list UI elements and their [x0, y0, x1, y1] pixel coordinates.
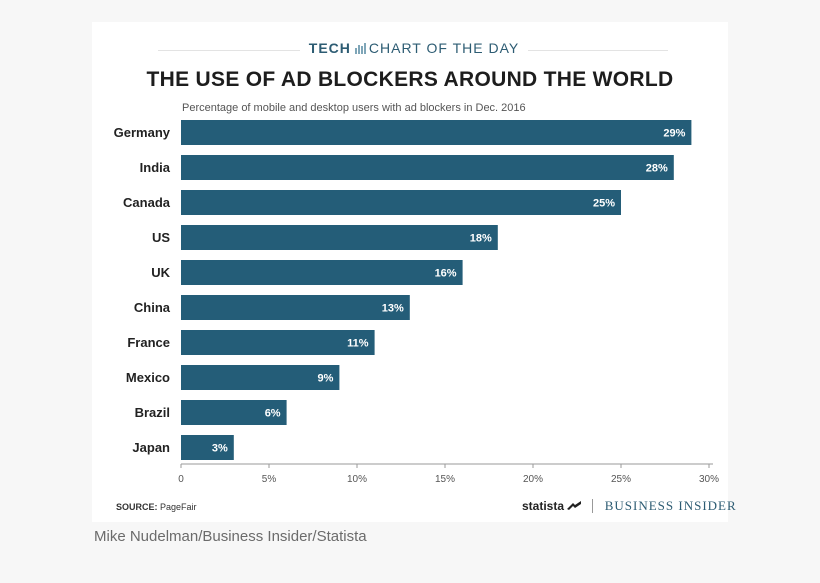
bar — [181, 225, 498, 250]
category-label: Canada — [123, 195, 171, 210]
data-label: 18% — [470, 233, 492, 245]
chart-title: THE USE OF AD BLOCKERS AROUND THE WORLD — [146, 68, 674, 91]
logo-divider — [592, 499, 594, 513]
bar — [181, 435, 234, 460]
data-label: 11% — [347, 338, 369, 350]
chart-card: TECH CHART OF THE DAY THE USE OF AD BLOCK… — [92, 22, 736, 522]
category-label: Brazil — [135, 405, 170, 420]
bar-chart-icon — [354, 41, 366, 54]
x-tick-label: 20% — [523, 474, 543, 485]
bar — [181, 365, 340, 390]
bar — [181, 155, 674, 180]
x-tick-label: 10% — [347, 474, 367, 485]
data-label: 28% — [646, 163, 668, 175]
data-label: 6% — [265, 408, 281, 420]
publisher-logos: statista BUSINESS INSIDER — [522, 498, 737, 514]
x-tick-label: 30% — [699, 474, 719, 485]
header-divider-right — [528, 50, 668, 51]
x-tick-label: 25% — [611, 474, 631, 485]
data-label: 29% — [663, 128, 685, 140]
x-tick-label: 0 — [178, 474, 184, 485]
bar — [181, 330, 375, 355]
chart-subtitle: Percentage of mobile and desktop users w… — [182, 102, 526, 114]
data-label: 16% — [435, 268, 457, 280]
data-label: 3% — [212, 443, 228, 455]
bar — [181, 190, 621, 215]
source-label: SOURCE: — [116, 502, 158, 512]
business-insider-logo: BUSINESS INSIDER — [604, 498, 737, 513]
data-label: 13% — [382, 303, 404, 315]
category-label: China — [134, 300, 171, 315]
chart-header: TECH CHART OF THE DAY — [92, 40, 728, 60]
header-section: TECH — [308, 40, 351, 56]
category-label: Mexico — [126, 370, 170, 385]
image-credit: Mike Nudelman/Business Insider/Statista — [94, 528, 367, 545]
category-label: US — [152, 230, 170, 245]
header-chart-of-the-day: CHART OF THE DAY — [368, 40, 520, 56]
category-label: France — [127, 335, 170, 350]
data-label: 9% — [317, 373, 333, 385]
category-label: Germany — [114, 125, 171, 140]
category-label: Japan — [132, 440, 170, 455]
bar-chart: Germany 29% India 28% Canada 25% US 18% UK 16% Chi… — [114, 120, 719, 485]
source-value: PageFair — [160, 502, 197, 512]
bar — [181, 295, 410, 320]
statista-wave-icon — [567, 501, 582, 510]
statista-logo: statista — [522, 499, 565, 513]
bar — [181, 400, 287, 425]
header-label: TECH CHART OF THE DAY — [304, 40, 524, 56]
bar — [181, 260, 463, 285]
source-note: SOURCE: PageFair — [116, 502, 197, 512]
x-tick-label: 5% — [262, 474, 277, 485]
category-label: India — [140, 160, 171, 175]
x-tick-label: 15% — [435, 474, 455, 485]
header-divider-left — [158, 50, 300, 51]
bar — [181, 120, 692, 145]
data-label: 25% — [593, 198, 615, 210]
category-label: UK — [151, 265, 170, 280]
